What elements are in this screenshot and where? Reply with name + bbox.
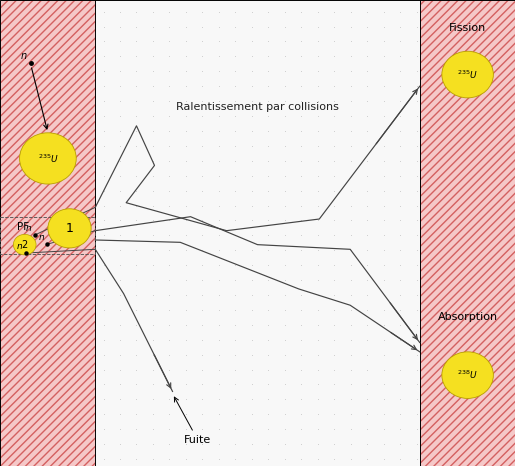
Text: Fuite: Fuite	[175, 397, 212, 445]
Text: $n$: $n$	[16, 242, 23, 251]
Circle shape	[442, 51, 493, 98]
Text: PF: PF	[17, 222, 29, 232]
Bar	[0, 0, 95, 466]
Text: $n$: $n$	[25, 224, 32, 233]
Circle shape	[13, 234, 36, 255]
Text: Absorption: Absorption	[438, 312, 497, 322]
Text: $^{235}U$: $^{235}U$	[38, 152, 58, 164]
Text: $^{235}U$: $^{235}U$	[457, 69, 478, 81]
Text: $n$: $n$	[20, 51, 28, 61]
Bar	[420, 0, 515, 466]
Text: 1: 1	[65, 222, 74, 235]
Text: $^{238}U$: $^{238}U$	[457, 369, 478, 381]
Text: Ralentissement par collisions: Ralentissement par collisions	[176, 102, 339, 112]
Circle shape	[442, 352, 493, 398]
Circle shape	[20, 133, 76, 184]
Circle shape	[48, 209, 91, 248]
Text: 2: 2	[22, 240, 28, 250]
Text: Fission: Fission	[449, 23, 486, 33]
Text: $n$: $n$	[38, 233, 45, 242]
Bar	[420, 0, 515, 466]
Bar	[0, 0, 95, 466]
Bar	[95, 0, 420, 466]
